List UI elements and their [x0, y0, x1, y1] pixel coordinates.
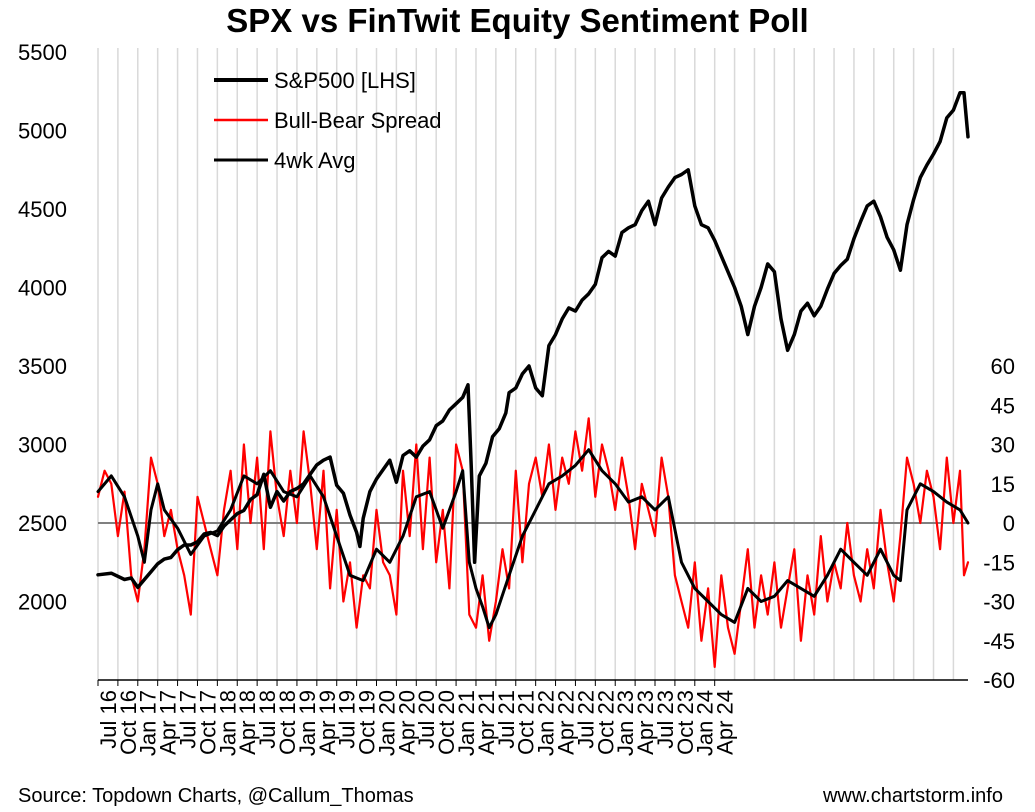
legend-label: 4wk Avg: [274, 148, 356, 173]
x-tick-label: Jul 23: [653, 690, 678, 749]
right-tick-label: -30: [983, 590, 1015, 615]
x-tick-label: Oct 22: [593, 690, 618, 755]
left-tick-label: 5500: [18, 40, 67, 65]
x-tick-label: Oct 21: [514, 690, 539, 755]
x-tick-label: Jul 22: [573, 690, 598, 749]
x-tick-label: Jul 17: [176, 690, 201, 749]
right-tick-label: -15: [983, 550, 1015, 575]
x-tick-label: Jan 22: [534, 690, 559, 756]
x-tick-label: Oct 19: [355, 690, 380, 755]
right-axis-ticks: -60 -45 -30 -15 0 15 30 45 60: [983, 354, 1015, 693]
x-tick-label: Jan 17: [136, 690, 161, 756]
right-tick-label: 15: [991, 472, 1015, 497]
left-tick-label: 4500: [18, 197, 67, 222]
x-tick-label: Jan 21: [454, 690, 479, 756]
x-tick-label: Apr 17: [156, 690, 181, 755]
x-tick-label: Jul 20: [414, 690, 439, 749]
x-tick-label: Apr 21: [474, 690, 499, 755]
legend-label: Bull-Bear Spread: [274, 108, 442, 133]
x-tick-label: Oct 17: [195, 690, 220, 755]
x-tick-label: Apr 22: [554, 690, 579, 755]
right-tick-label: 30: [991, 433, 1015, 458]
x-tick-label: Oct 20: [434, 690, 459, 755]
series-line-1: [96, 417, 970, 668]
left-tick-label: 2000: [18, 590, 67, 615]
left-tick-label: 3500: [18, 354, 67, 379]
x-tick-label: Jan 23: [613, 690, 638, 756]
x-tick-label: Apr 20: [394, 690, 419, 755]
right-tick-label: -60: [983, 668, 1015, 693]
x-tick-label: Jul 18: [255, 690, 280, 749]
left-tick-label: 3000: [18, 433, 67, 458]
series-line-2: [96, 448, 970, 630]
left-tick-label: 4000: [18, 276, 67, 301]
x-tick-label: Apr 19: [315, 690, 340, 755]
legend-label: S&P500 [LHS]: [274, 68, 416, 93]
right-tick-label: -45: [983, 629, 1015, 654]
x-tick-label: Oct 16: [116, 690, 141, 755]
right-tick-label: 60: [991, 354, 1015, 379]
right-tick-label: 45: [991, 393, 1015, 418]
series-layer: [96, 91, 970, 668]
vertical-gridlines: [97, 48, 955, 680]
x-tick-label: Jan 18: [215, 690, 240, 756]
x-tick-label: Apr 24: [713, 690, 738, 755]
right-tick-label: 0: [1003, 511, 1015, 536]
chart-title: SPX vs FinTwit Equity Sentiment Poll: [226, 2, 809, 39]
x-tick-label: Jan 24: [693, 690, 718, 756]
x-tick-label: Oct 23: [673, 690, 698, 755]
website-credit: www.chartstorm.info: [822, 785, 1003, 807]
left-axis-ticks: 2000 2500 3000 3500 4000 4500 5000 5500: [18, 40, 67, 615]
x-tick-label: Jan 19: [295, 690, 320, 756]
x-tick-label: Jan 20: [375, 690, 400, 756]
x-tick-label: Jul 16: [96, 690, 121, 749]
x-tick-label: Jul 21: [494, 690, 519, 749]
x-tick-label: Jul 19: [335, 690, 360, 749]
left-tick-label: 5000: [18, 119, 67, 144]
x-tick-label: Apr 23: [633, 690, 658, 755]
x-tick-label: Oct 18: [275, 690, 300, 755]
source-note: Source: Topdown Charts, @Callum_Thomas: [18, 785, 414, 807]
left-tick-label: 2500: [18, 511, 67, 536]
series-line-0: [96, 91, 970, 590]
x-tick-label: Apr 18: [235, 690, 260, 755]
legend: S&P500 [LHS] Bull-Bear Spread 4wk Avg: [214, 68, 442, 173]
